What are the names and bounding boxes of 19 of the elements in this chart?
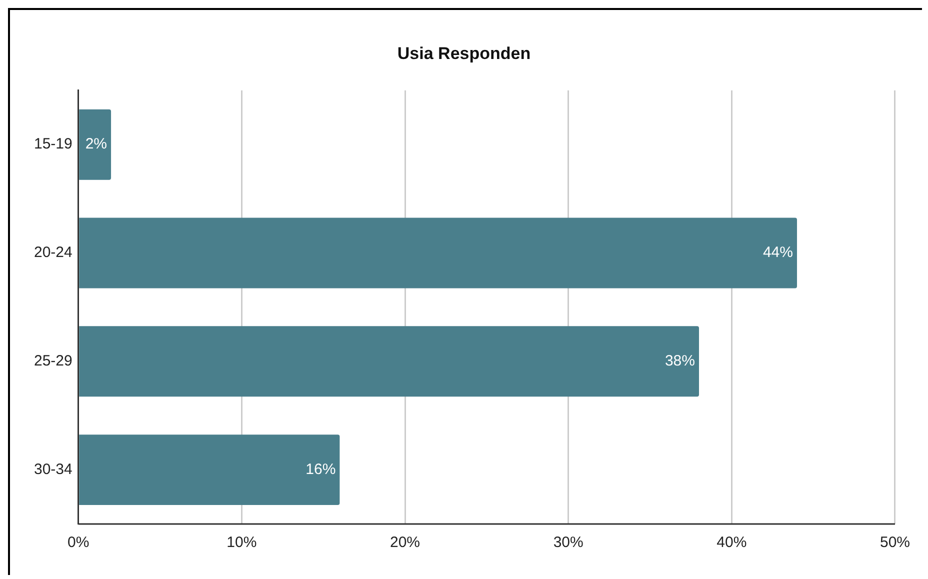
- y-tick-label: 25-29: [34, 352, 72, 370]
- y-tick-label: 20-24: [34, 244, 72, 262]
- data-label: 16%: [306, 460, 336, 478]
- y-tick-label: 30-34: [34, 460, 72, 478]
- y-tick-label: 15-19: [34, 136, 72, 153]
- bar: [79, 109, 112, 180]
- data-label: 38%: [664, 352, 695, 370]
- bar: [79, 434, 340, 506]
- chart-title: Usia Responden: [397, 44, 531, 63]
- x-tick-label: 30%: [553, 534, 584, 552]
- x-tick-label: 40%: [716, 534, 747, 552]
- data-label: 44%: [762, 244, 793, 262]
- bar: [79, 326, 699, 397]
- bar: [79, 218, 797, 288]
- x-tick-label: 50%: [880, 534, 910, 552]
- x-tick-label: 20%: [390, 534, 420, 552]
- x-tick-label: 0%: [68, 534, 90, 552]
- x-tick-label: 10%: [226, 534, 257, 552]
- data-label: 2%: [85, 136, 108, 153]
